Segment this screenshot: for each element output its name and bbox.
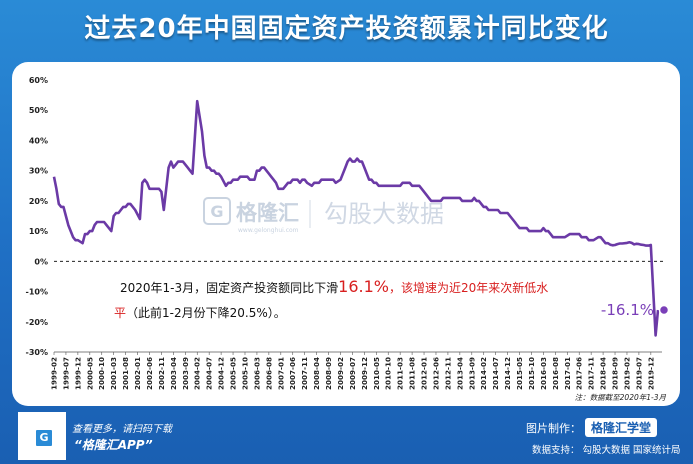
x-tick-label: 2016-08 bbox=[551, 357, 560, 390]
x-tick-label: 1999-02 bbox=[50, 357, 59, 390]
x-tick-label: 2012-11 bbox=[443, 357, 452, 390]
scan-text: 查看更多，请扫码下载 bbox=[72, 424, 172, 435]
x-tick-label: 2003-09 bbox=[181, 357, 190, 390]
footer-promo: G 查看更多，请扫码下载 “格隆汇APP” bbox=[0, 406, 350, 464]
y-axis: 60% 50% 40% 30% 20% 10% 0% -10% -20% -30% bbox=[26, 76, 664, 357]
image-credit: 图片制作： 格隆汇学堂 bbox=[526, 418, 658, 437]
x-tick-label: 2009-02 bbox=[336, 357, 345, 390]
x-tick-label: 2010-10 bbox=[384, 357, 393, 390]
x-tick-label: 2007-06 bbox=[288, 357, 297, 390]
x-tick-label: 2014-12 bbox=[503, 357, 512, 390]
x-tick-label: 2002-11 bbox=[157, 357, 166, 390]
x-tick-label: 2011-08 bbox=[408, 357, 417, 390]
y-tick-label: 30% bbox=[29, 167, 48, 176]
x-tick-label: 2016-03 bbox=[539, 357, 548, 390]
x-tick-label: 2004-07 bbox=[205, 357, 214, 390]
app-logo-icon: G bbox=[34, 428, 54, 448]
x-tick-label: 2017-01 bbox=[563, 357, 572, 390]
x-tick-label: 2008-09 bbox=[324, 357, 333, 390]
y-tick-label: -30% bbox=[26, 348, 48, 357]
end-point-marker bbox=[658, 304, 670, 316]
x-tick-label: 2010-05 bbox=[372, 357, 381, 390]
plot-area: -16.1% bbox=[52, 99, 670, 337]
credit-brand: 格隆汇学堂 bbox=[585, 418, 658, 437]
x-tick-label: 2011-03 bbox=[396, 357, 405, 390]
x-tick-label: 2002-06 bbox=[145, 357, 154, 390]
x-tick-label: 1999-12 bbox=[73, 357, 82, 390]
x-tick-label: 2008-04 bbox=[312, 357, 321, 390]
x-tick-label: 2000-05 bbox=[85, 357, 94, 390]
y-tick-label: 0% bbox=[34, 257, 48, 266]
x-tick-label: 2000-10 bbox=[97, 357, 106, 390]
y-tick-label: -20% bbox=[26, 318, 48, 327]
x-tick-label: 2009-07 bbox=[348, 357, 357, 390]
x-tick-label: 2005-05 bbox=[229, 357, 238, 390]
x-tick-label: 2014-02 bbox=[479, 357, 488, 390]
annotation: 2020年1-3月，固定资产投资额同比下滑16.1%，该增速为近20年来次新低水… bbox=[114, 277, 666, 402]
x-tick-label: 2007-11 bbox=[300, 357, 309, 390]
x-tick-label: 2002-01 bbox=[133, 357, 142, 390]
end-point-label: -16.1% bbox=[601, 301, 654, 319]
x-tick-label: 2017-06 bbox=[575, 357, 584, 390]
y-tick-label: 50% bbox=[29, 106, 48, 115]
x-tick-label: 2004-12 bbox=[217, 357, 226, 390]
x-tick-label: 2009-12 bbox=[360, 357, 369, 390]
page-title: 过去20年中国固定资产投资额累计同比变化 bbox=[84, 14, 609, 44]
credit-label: 图片制作： bbox=[526, 422, 581, 435]
x-tick-label: 2006-03 bbox=[252, 357, 261, 390]
x-tick-label: 2018-09 bbox=[611, 357, 620, 390]
x-tick-label: 2001-08 bbox=[121, 357, 130, 390]
x-tick-label: 2013-04 bbox=[455, 357, 464, 390]
x-tick-label: 2012-06 bbox=[431, 357, 440, 390]
annotation-line-1: 2020年1-3月，固定资产投资额同比下滑16.1%，该增速为近20年来次新低水 bbox=[120, 277, 548, 296]
annotation-line-2: 平（此前1-2月份下降20.5%）。 bbox=[114, 305, 286, 320]
watermark: G 格隆汇 www.gelonghui.com 勾股大数据 bbox=[203, 197, 444, 234]
watermark-logo-text: 格隆汇 bbox=[236, 201, 299, 225]
x-tick-label: 2005-10 bbox=[240, 357, 249, 390]
x-tick-label: 2017-11 bbox=[587, 357, 596, 390]
watermark-logo-glyph: G bbox=[210, 202, 223, 221]
x-tick-label: 2014-07 bbox=[491, 357, 500, 390]
x-tick-label: 2019-07 bbox=[634, 357, 643, 390]
data-note: 注：数据截至2020年1-3月 bbox=[575, 393, 667, 402]
watermark-brand-text: 勾股大数据 bbox=[324, 200, 444, 228]
chart-panel: G 格隆汇 www.gelonghui.com 勾股大数据 60% 50% 40% 30% 2… bbox=[12, 62, 680, 406]
line-chart: G 格隆汇 www.gelonghui.com 勾股大数据 60% 50% 40% 30% 2… bbox=[26, 76, 670, 402]
app-name-text: “格隆汇APP” bbox=[74, 438, 153, 452]
x-tick-label: 1999-07 bbox=[61, 357, 70, 390]
data-source: 数据支持： 勾股大数据 国家统计局 bbox=[532, 445, 681, 456]
watermark-logo-url: www.gelonghui.com bbox=[238, 227, 299, 234]
x-tick-label: 2006-08 bbox=[264, 357, 273, 390]
y-tick-label: -10% bbox=[26, 288, 48, 297]
x-tick-label: 2007-01 bbox=[276, 357, 285, 390]
x-tick-label: 2018-04 bbox=[599, 357, 608, 390]
x-tick-label: 2013-09 bbox=[467, 357, 476, 390]
y-tick-label: 40% bbox=[29, 136, 48, 145]
x-axis: 1999-02 1999-07 1999-12 2000-05 2000-10 2001-… bbox=[50, 351, 662, 390]
x-tick-label: 2015-10 bbox=[527, 357, 536, 390]
series-line bbox=[52, 99, 660, 337]
qr-code-icon[interactable]: G bbox=[18, 412, 66, 460]
x-tick-label: 2015-05 bbox=[515, 357, 524, 390]
x-tick-label: 2004-02 bbox=[193, 357, 202, 390]
y-tick-label: 10% bbox=[29, 227, 48, 236]
x-tick-label: 2003-04 bbox=[169, 357, 178, 390]
x-tick-label: 2019-02 bbox=[622, 357, 631, 390]
x-tick-label: 2019-12 bbox=[646, 357, 655, 390]
watermark-logo-icon bbox=[203, 197, 231, 225]
y-tick-label: 60% bbox=[29, 76, 48, 85]
x-tick-label: 2012-01 bbox=[420, 357, 429, 390]
x-tick-label: 2001-03 bbox=[109, 357, 118, 390]
y-tick-label: 20% bbox=[29, 197, 48, 206]
